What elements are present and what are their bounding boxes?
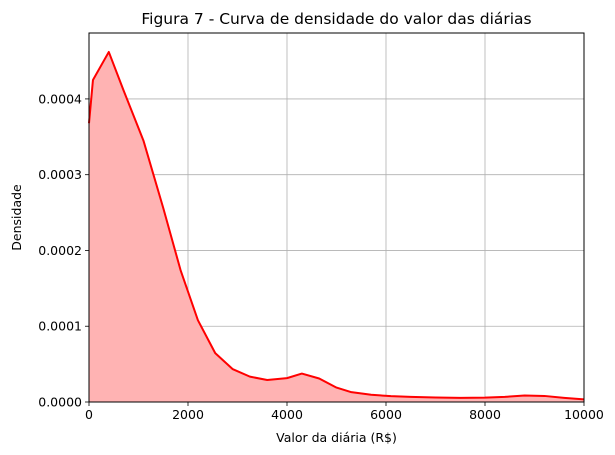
- x-tick-label: 4000: [271, 407, 303, 422]
- y-tick-label: 0.0003: [38, 167, 82, 182]
- chart-title: Figura 7 - Curva de densidade do valor d…: [141, 10, 531, 28]
- density-area-fill: [89, 51, 584, 402]
- density-curve-line: [88, 50, 585, 401]
- x-tick-label: 2000: [172, 407, 204, 422]
- x-axis-label: Valor da diária (R$): [276, 430, 397, 445]
- y-tick-label: 0.0004: [38, 91, 82, 106]
- y-tick-label: 0.0000: [38, 395, 82, 410]
- x-tick-label: 0: [85, 407, 93, 422]
- x-tick-label: 10000: [564, 407, 604, 422]
- x-axis-ticks: 0 2000 4000 6000 8000 10000: [85, 402, 604, 422]
- x-tick-label: 6000: [370, 407, 402, 422]
- plot-frame: [88, 32, 585, 403]
- y-tick-label: 0.0001: [38, 319, 82, 334]
- y-axis-label: Densidade: [9, 184, 24, 251]
- y-tick-label: 0.0002: [38, 243, 82, 258]
- y-axis-ticks: 0.0000 0.0001 0.0002 0.0003 0.0004: [38, 91, 89, 410]
- x-tick-label: 8000: [469, 407, 501, 422]
